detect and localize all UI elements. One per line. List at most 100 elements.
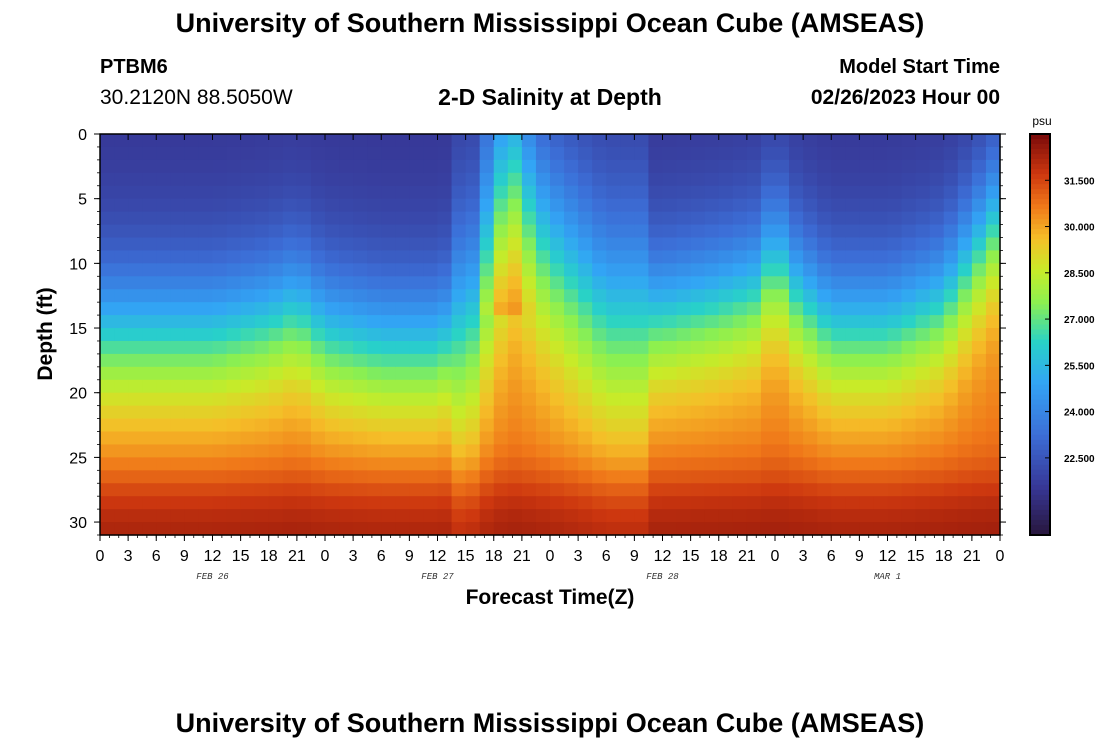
heatmap-cell: [690, 470, 706, 484]
heatmap-cell: [367, 198, 382, 213]
heatmap-cell: [100, 379, 115, 394]
heatmap-cell: [451, 522, 467, 536]
heatmap-cell: [929, 431, 945, 446]
heatmap-cell: [620, 159, 635, 174]
heatmap-cell: [507, 159, 523, 174]
heatmap-cell: [296, 263, 312, 277]
heatmap-cell: [957, 315, 973, 329]
heatmap-cell: [704, 418, 720, 433]
heatmap-cell: [746, 444, 762, 458]
heatmap-cell: [156, 159, 171, 174]
heatmap-cell: [971, 353, 987, 368]
heatmap-cell: [873, 315, 889, 329]
colorbar-segment: [1030, 529, 1050, 536]
heatmap-cell: [704, 224, 720, 239]
heatmap-cell: [718, 392, 734, 407]
heatmap-cell: [676, 276, 692, 290]
heatmap-cell: [732, 444, 748, 458]
heatmap-cell: [339, 470, 354, 484]
heatmap-cell: [493, 146, 509, 161]
heatmap-cell: [901, 366, 917, 381]
heatmap-cell: [957, 289, 973, 303]
heatmap-cell: [381, 457, 396, 471]
heatmap-cell: [887, 198, 903, 213]
colorbar-segment: [1030, 304, 1050, 311]
heatmap-cell: [634, 431, 650, 446]
heatmap-cell: [760, 263, 776, 277]
heatmap-cell: [339, 496, 354, 510]
footer-title: University of Southern Mississippi Ocean…: [175, 708, 925, 738]
heatmap-cell: [310, 457, 326, 471]
heatmap-cell: [831, 315, 846, 329]
heatmap-cell: [282, 185, 298, 200]
heatmap-cell: [479, 457, 495, 471]
heatmap-cell: [859, 263, 875, 277]
heatmap-cell: [690, 496, 706, 510]
heatmap-cell: [971, 289, 987, 303]
heatmap-cell: [423, 172, 439, 187]
heatmap-cell: [479, 289, 495, 303]
colorbar-segment: [1030, 144, 1050, 150]
heatmap-cell: [114, 522, 129, 536]
heatmap-cell: [845, 224, 860, 239]
heatmap-cell: [100, 470, 115, 484]
colorbar-segment: [1030, 494, 1050, 501]
heatmap-cell: [606, 276, 621, 290]
heatmap-cell: [156, 211, 171, 226]
heatmap-cell: [775, 392, 790, 407]
heatmap-cell: [212, 353, 228, 368]
heatmap-cell: [353, 457, 368, 471]
heatmap-cell: [268, 340, 284, 355]
heatmap-cell: [507, 315, 523, 329]
heatmap-cell: [240, 392, 256, 407]
heatmap-cell: [325, 522, 340, 536]
heatmap-cell: [620, 405, 635, 420]
heatmap-cell: [943, 159, 959, 174]
heatmap-cell: [339, 340, 354, 355]
colorbar-segment: [1030, 154, 1050, 160]
heatmap-cell: [718, 250, 734, 264]
heatmap-cell: [296, 431, 312, 446]
heatmap-cell: [662, 276, 678, 290]
heatmap-cell: [282, 444, 298, 458]
heatmap-cell: [887, 134, 903, 148]
heatmap-cell: [929, 276, 945, 290]
heatmap-cell: [971, 263, 987, 277]
heatmap-cell: [957, 172, 973, 187]
heatmap-cell: [310, 353, 326, 368]
heatmap-cell: [212, 470, 228, 484]
heatmap-cell: [507, 405, 523, 420]
x-tick-label: 3: [799, 548, 808, 565]
heatmap-cell: [845, 496, 860, 510]
heatmap-cell: [859, 470, 875, 484]
heatmap-cell: [254, 146, 270, 161]
heatmap-cell: [845, 366, 860, 381]
heatmap-cell: [957, 340, 973, 355]
heatmap-cell: [184, 392, 200, 407]
heatmap-cell: [873, 172, 889, 187]
heatmap-cell: [381, 483, 396, 497]
heatmap-cell: [929, 172, 945, 187]
heatmap-cell: [760, 405, 776, 420]
heatmap-cell: [704, 185, 720, 200]
heatmap-cell: [142, 496, 157, 510]
heatmap-cell: [212, 185, 228, 200]
heatmap-cell: [943, 146, 959, 161]
heatmap-cell: [901, 159, 917, 174]
heatmap-cell: [662, 185, 678, 200]
heatmap-cell: [521, 366, 537, 381]
heatmap-cell: [268, 172, 284, 187]
heatmap-cell: [240, 302, 256, 316]
heatmap-cell: [620, 457, 635, 471]
heatmap-cell: [310, 509, 326, 523]
heatmap-cell: [325, 470, 340, 484]
heatmap-cell: [634, 483, 650, 497]
heatmap-cell: [142, 366, 157, 381]
heatmap-cell: [915, 302, 931, 316]
heatmap-cell: [718, 457, 734, 471]
heatmap-cell: [592, 444, 607, 458]
heatmap-cell: [339, 302, 354, 316]
heatmap-cell: [746, 496, 762, 510]
heatmap-cell: [985, 496, 1001, 510]
y-tick-label: 15: [69, 321, 87, 338]
